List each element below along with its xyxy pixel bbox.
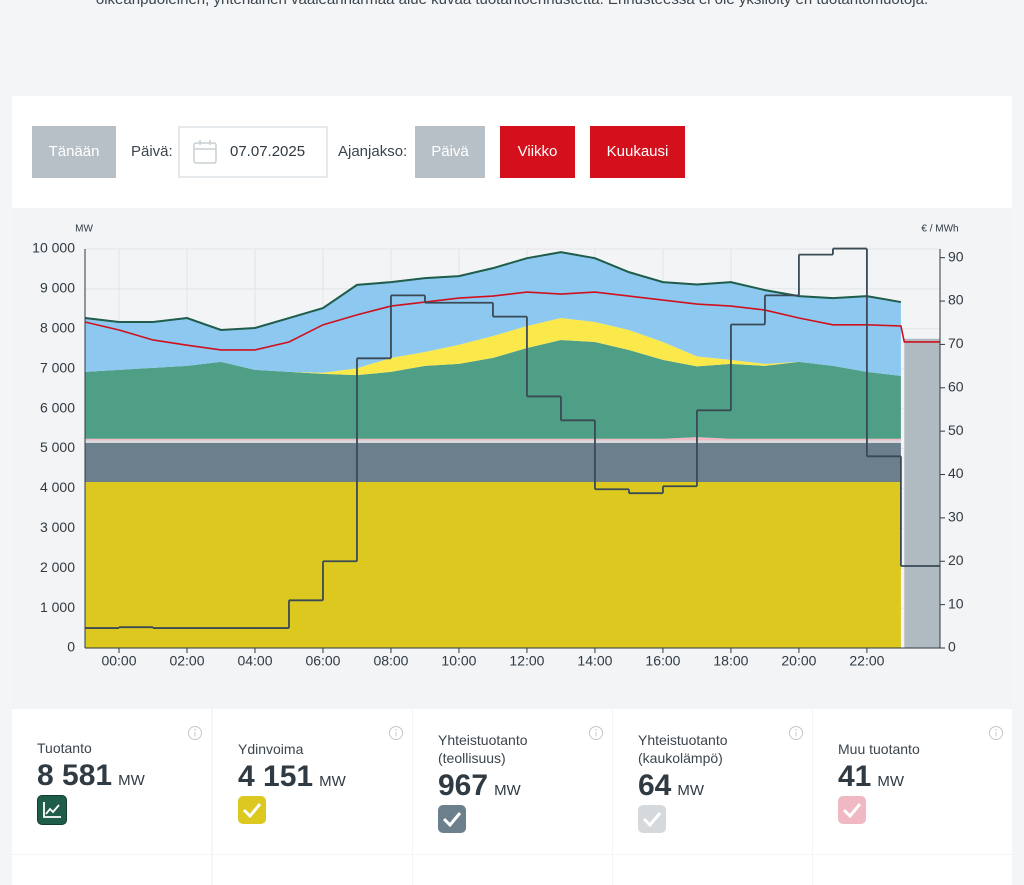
card-row-2 — [813, 855, 1012, 885]
card-unit: MW — [494, 781, 521, 799]
x-tick-label: 12:00 — [509, 653, 544, 669]
stacked-area — [85, 318, 901, 376]
info-icon[interactable] — [388, 725, 404, 741]
info-icon[interactable] — [788, 725, 804, 741]
card-title: Muu tuotanto — [838, 740, 920, 757]
card-icon — [638, 804, 666, 833]
card-icon — [838, 795, 866, 824]
y-tick-label: 2 000 — [40, 559, 75, 575]
card-icon — [238, 795, 266, 824]
y2-tick-label: 90 — [948, 248, 964, 264]
info-icon[interactable] — [988, 725, 1004, 741]
y-tick-label: 4 000 — [40, 479, 75, 495]
card-value: 4 151 — [238, 759, 314, 793]
stacked-area — [85, 442, 901, 483]
line — [84, 291, 940, 351]
y-tick-label: 0 — [67, 639, 75, 655]
period-label: Ajanjakso: — [338, 143, 408, 160]
y2-tick-label: 0 — [948, 639, 956, 655]
y-tick-label: 5 000 — [40, 439, 75, 455]
period-week[interactable]: Viikko — [500, 126, 575, 178]
y-tick-label: 10 000 — [32, 240, 75, 256]
y2-tick-label: 70 — [948, 335, 964, 351]
x-tick-label: 08:00 — [373, 653, 408, 669]
card: Yhteistuotanto (kaukolämpö) 64 MW — [613, 709, 812, 854]
x-tick-label: 02:00 — [169, 653, 204, 669]
y2-tick-label: 60 — [948, 378, 964, 394]
y-tick-label: 7 000 — [40, 359, 75, 375]
y2-axis-unit: € / MWh — [921, 224, 958, 235]
x-tick-label: 10:00 — [441, 653, 476, 669]
card-title: Ydinvoima — [238, 740, 304, 757]
y2-tick-label: 20 — [948, 552, 964, 568]
y-tick-label: 6 000 — [40, 399, 75, 415]
total-line — [84, 251, 902, 332]
y-tick-label: 9 000 — [40, 280, 75, 296]
card-value: 64 — [638, 768, 672, 802]
info-icon[interactable] — [588, 725, 604, 741]
today-button[interactable]: Tänään — [32, 126, 116, 178]
y-tick-label: 3 000 — [40, 519, 75, 535]
date-input[interactable]: 07.07.2025 — [178, 126, 328, 178]
stacked-area — [85, 440, 901, 443]
y2-tick-label: 50 — [948, 422, 964, 438]
stacked-area — [85, 482, 901, 648]
card: Tuotanto 8 581 MW — [12, 709, 211, 854]
chart: MW € / MWh 0 1 000 2 000 3 000 4 000 5 000 6 0… — [32, 224, 964, 669]
date-label: Päivä: — [131, 143, 173, 160]
info-icon[interactable] — [187, 725, 203, 741]
card-title: Yhteistuotanto (teollisuus) — [438, 731, 528, 766]
x-tick-label: 00:00 — [101, 653, 136, 669]
card: Yhteistuotanto (teollisuus) 967 MW — [413, 709, 612, 854]
x-tick-label: 22:00 — [849, 653, 884, 669]
card-title: Tuotanto — [37, 739, 92, 756]
date-value: 07.07.2025 — [230, 143, 306, 160]
y2-tick-label: 10 — [948, 595, 964, 611]
card-row-2 — [213, 855, 412, 885]
controls: Tänään Päivä: 07.07.2025 Ajanjakso: Päiv… — [12, 96, 1012, 208]
card-row-2 — [12, 855, 211, 885]
y2-tick-label: 40 — [948, 465, 964, 481]
card-unit: MW — [319, 772, 346, 790]
x-tick-label: 04:00 — [237, 653, 272, 669]
card-value: 41 — [838, 759, 872, 793]
card-unit: MW — [118, 771, 145, 789]
period-day[interactable]: Päivä — [415, 126, 485, 178]
x-tick-label: 18:00 — [713, 653, 748, 669]
card-icon — [37, 794, 67, 825]
period-month[interactable]: Kuukausi — [590, 126, 685, 178]
x-tick-label: 14:00 — [577, 653, 612, 669]
card-unit: MW — [677, 781, 705, 799]
intro-text: oikeanpuoleinen, yhtenäinen vaaleanharma… — [0, 0, 1024, 8]
x-tick-label: 06:00 — [305, 653, 340, 669]
card-icon — [438, 804, 466, 833]
card-unit: MW — [877, 772, 905, 790]
x-tick-label: 20:00 — [781, 653, 816, 669]
y-tick-label: 1 000 — [40, 599, 75, 615]
card: Muu tuotanto 41 MW — [813, 709, 1012, 854]
card-row-2 — [413, 855, 612, 885]
x-tick-label: 16:00 — [645, 653, 680, 669]
card: Ydinvoima 4 151 MW — [213, 709, 412, 854]
y-axis-unit: MW — [75, 224, 93, 235]
card-value: 967 — [438, 768, 489, 802]
card-title: Yhteistuotanto (kaukolämpö) — [638, 731, 728, 766]
card-row-2 — [613, 855, 812, 885]
y2-tick-label: 80 — [948, 292, 964, 308]
calendar-icon — [193, 140, 217, 164]
y2-tick-label: 30 — [948, 509, 964, 525]
y-tick-label: 8 000 — [40, 320, 75, 336]
card-value: 8 581 — [37, 758, 113, 792]
forecast-area — [904, 338, 940, 648]
